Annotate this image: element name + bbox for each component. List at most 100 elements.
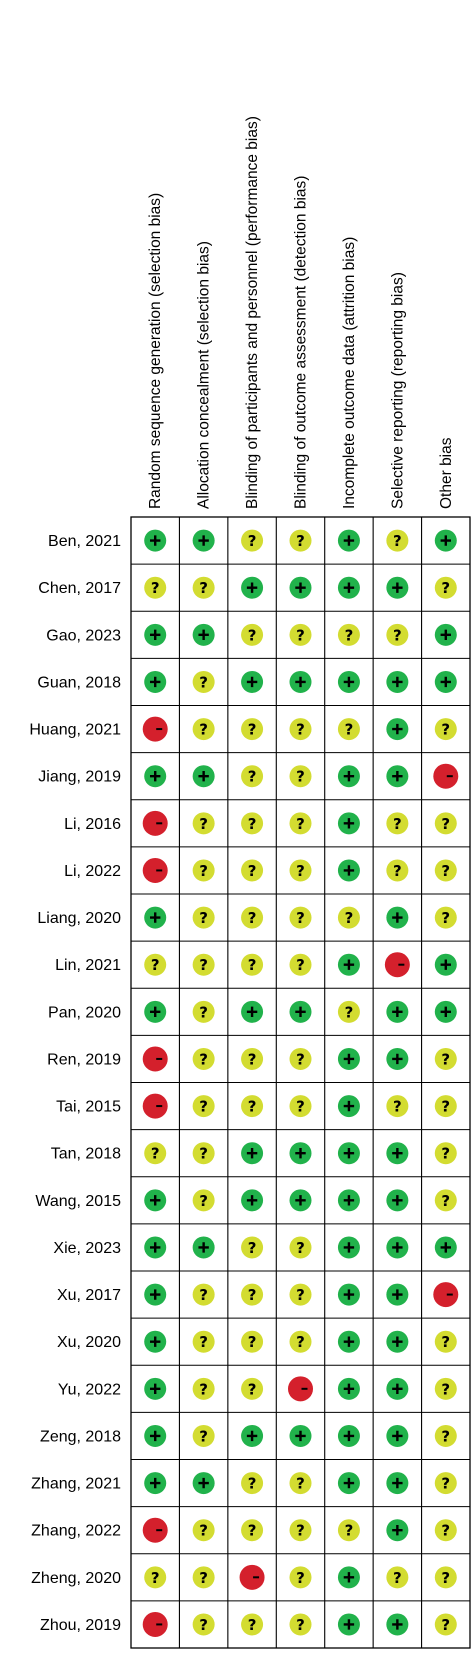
- unclear-risk-marker: ?: [144, 953, 167, 976]
- unclear-risk-marker: ?: [241, 529, 264, 552]
- low-risk-marker: [386, 1142, 409, 1165]
- unclear-risk-marker: ?: [434, 812, 457, 835]
- rating-circle: [289, 1519, 312, 1542]
- low-risk-marker: [289, 670, 312, 693]
- question-symbol: ?: [151, 579, 160, 597]
- low-risk-marker: [386, 1519, 409, 1542]
- question-symbol: ?: [296, 1522, 305, 1540]
- unclear-risk-marker: ?: [241, 765, 264, 788]
- unclear-risk-marker: ?: [241, 1472, 264, 1495]
- unclear-risk-marker: ?: [434, 1189, 457, 1212]
- low-risk-marker: [192, 1236, 215, 1259]
- rating-circle: [337, 1519, 360, 1542]
- question-symbol: ?: [151, 1569, 160, 1587]
- question-symbol: ?: [441, 1427, 450, 1445]
- question-symbol: ?: [199, 1286, 208, 1304]
- plus-symbol: [198, 1242, 209, 1253]
- rating-circle: [192, 1095, 215, 1118]
- rating-circle: [434, 1424, 457, 1447]
- plus-symbol: [343, 1195, 355, 1206]
- rating-circle: [434, 859, 457, 882]
- unclear-risk-marker: ?: [192, 812, 215, 835]
- high-risk-marker: [288, 1376, 313, 1402]
- study-label: Liang, 2020: [37, 910, 121, 927]
- unclear-risk-marker: ?: [434, 859, 457, 882]
- question-symbol: ?: [248, 721, 257, 739]
- unclear-risk-marker: ?: [337, 1000, 360, 1023]
- unclear-risk-marker: ?: [192, 576, 215, 599]
- question-symbol: ?: [345, 1522, 354, 1540]
- low-risk-marker: [144, 1283, 167, 1306]
- study-label: Ben, 2021: [48, 533, 121, 550]
- rating-circle: [289, 623, 312, 646]
- plus-symbol: [198, 770, 209, 782]
- rating-circle: [241, 623, 264, 646]
- plus-symbol: [343, 818, 355, 829]
- plus-symbol: [392, 1006, 403, 1018]
- rating-circle: [289, 529, 312, 552]
- rating-circle: [192, 1047, 215, 1070]
- plus-symbol: [343, 582, 355, 593]
- unclear-risk-marker: ?: [289, 1047, 312, 1070]
- plus-symbol: [150, 676, 161, 688]
- question-symbol: ?: [199, 1427, 208, 1445]
- rating-circle: [144, 1566, 167, 1589]
- unclear-risk-marker: ?: [192, 1566, 215, 1589]
- question-symbol: ?: [248, 1616, 257, 1634]
- rating-circle: [289, 1047, 312, 1070]
- unclear-risk-marker: ?: [386, 812, 409, 835]
- question-symbol: ?: [248, 862, 257, 880]
- rating-circle: [192, 1330, 215, 1353]
- question-symbol: ?: [345, 1003, 354, 1021]
- rating-circle: [144, 953, 167, 976]
- plus-symbol: [246, 582, 258, 593]
- low-risk-marker: [144, 1000, 167, 1023]
- column-header: Selective reporting (reporting bias): [389, 272, 406, 509]
- rating-circle: [434, 1142, 457, 1165]
- rating-circle: [386, 1566, 409, 1589]
- low-risk-marker: [337, 1047, 360, 1070]
- plus-symbol: [295, 1006, 306, 1018]
- low-risk-marker: [241, 1000, 264, 1023]
- unclear-risk-marker: ?: [434, 1613, 457, 1636]
- question-symbol: ?: [441, 1475, 450, 1493]
- rating-circle: [142, 1046, 168, 1072]
- question-symbol: ?: [296, 1475, 305, 1493]
- plus-symbol: [343, 1430, 355, 1442]
- low-risk-marker: [337, 812, 360, 835]
- study-label: Pan, 2020: [48, 1004, 121, 1021]
- unclear-risk-marker: ?: [192, 1377, 215, 1400]
- unclear-risk-marker: ?: [192, 1095, 215, 1118]
- plus-symbol: [343, 676, 355, 688]
- low-risk-marker: [192, 1472, 215, 1495]
- low-risk-marker: [386, 718, 409, 741]
- rating-circle: [192, 670, 215, 693]
- plus-symbol: [392, 1289, 403, 1300]
- rating-circle: [241, 1330, 264, 1353]
- unclear-risk-marker: ?: [192, 1000, 215, 1023]
- rating-circle: [434, 1472, 457, 1495]
- rating-circle: [289, 1283, 312, 1306]
- unclear-risk-marker: ?: [289, 859, 312, 882]
- rating-circle: [241, 812, 264, 835]
- plus-symbol: [392, 1053, 403, 1065]
- rating-circle: [434, 1566, 457, 1589]
- study-label: Wang, 2015: [35, 1193, 121, 1210]
- unclear-risk-marker: ?: [289, 1236, 312, 1259]
- plus-symbol: [295, 582, 306, 593]
- low-risk-marker: [289, 1142, 312, 1165]
- question-symbol: ?: [441, 1569, 450, 1587]
- rating-circle: [433, 763, 459, 789]
- plus-symbol: [246, 1430, 258, 1442]
- unclear-risk-marker: ?: [289, 1330, 312, 1353]
- low-risk-marker: [337, 859, 360, 882]
- low-risk-marker: [386, 1472, 409, 1495]
- rating-circle: [192, 1424, 215, 1447]
- rating-circle: [192, 576, 215, 599]
- rating-circle: [241, 529, 264, 552]
- question-symbol: ?: [248, 1380, 257, 1398]
- rating-circle: [434, 1519, 457, 1542]
- study-label: Tan, 2018: [51, 1146, 121, 1163]
- question-symbol: ?: [345, 909, 354, 927]
- column-labels: Random sequence generation (selection bi…: [147, 116, 455, 509]
